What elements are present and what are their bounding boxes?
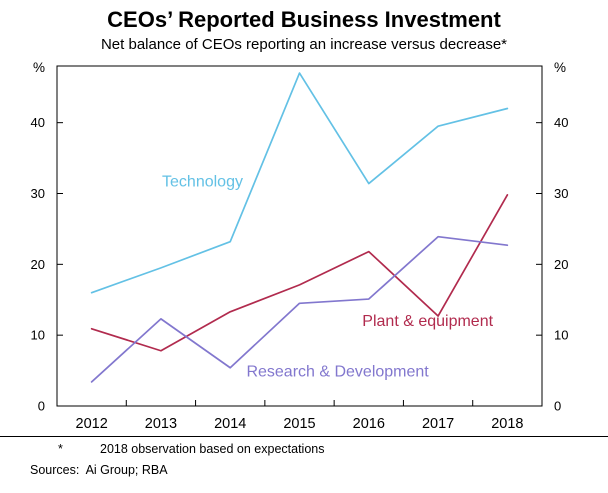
x-tick-label: 2018 [491,416,523,432]
chart-subtitle: Net balance of CEOs reporting an increas… [100,36,508,54]
chart-canvas: 0 0 10 10 20 20 30 30 40 40% % 2012 2013 2014 2015 2016… [31,60,569,432]
x-tick-label: 2015 [283,416,315,432]
series-line-technology [90,71,509,294]
y-tick-label-left: 40 [31,115,45,130]
x-tick-label: 2013 [145,416,177,432]
footnote-text: 2018 observation based on expectations [100,441,325,456]
chart-page: CEOs’ Reported Business Investment Net b… [0,7,608,477]
y-tick-label-right: 30 [554,186,568,201]
series-label-plant-equipment: Plant & equipment [362,313,493,330]
plot-border [56,65,543,407]
y-axis-unit-left: % [33,60,45,75]
chart-title: CEOs’ Reported Business Investment [107,7,501,32]
line-chart: 0 0 10 10 20 20 30 30 40 40%% 2012 2013 2014 2015 2016… [0,56,608,436]
x-tick-label: 2014 [214,416,246,432]
y-axis-unit-right: % [554,60,566,75]
y-tick-label-right: 20 [554,257,568,272]
x-tick-label: 2016 [353,416,385,432]
y-tick-label-left: 30 [31,186,45,201]
footnote-divider [0,435,608,437]
sources-text: Sources: Ai Group; RBA [30,462,168,477]
x-tick-label: 2017 [422,416,454,432]
x-tick-label: 2012 [76,416,108,432]
y-tick-label-right: 0 [554,398,561,413]
footnote: * 2018 observation based on expectations [0,437,608,456]
footnote-marker: * [58,441,63,456]
series-line-research-development [90,235,509,383]
y-tick-label-right: 10 [554,327,568,342]
series-label-technology: Technology [162,173,243,190]
y-tick-label-left: 20 [31,257,45,272]
y-tick-label-left: 0 [38,398,45,413]
series-line-plant-equipment [90,193,509,352]
y-tick-label-left: 10 [31,327,45,342]
series-label-research-development: Research & Development [246,363,429,380]
y-tick-label-right: 40 [554,115,568,130]
